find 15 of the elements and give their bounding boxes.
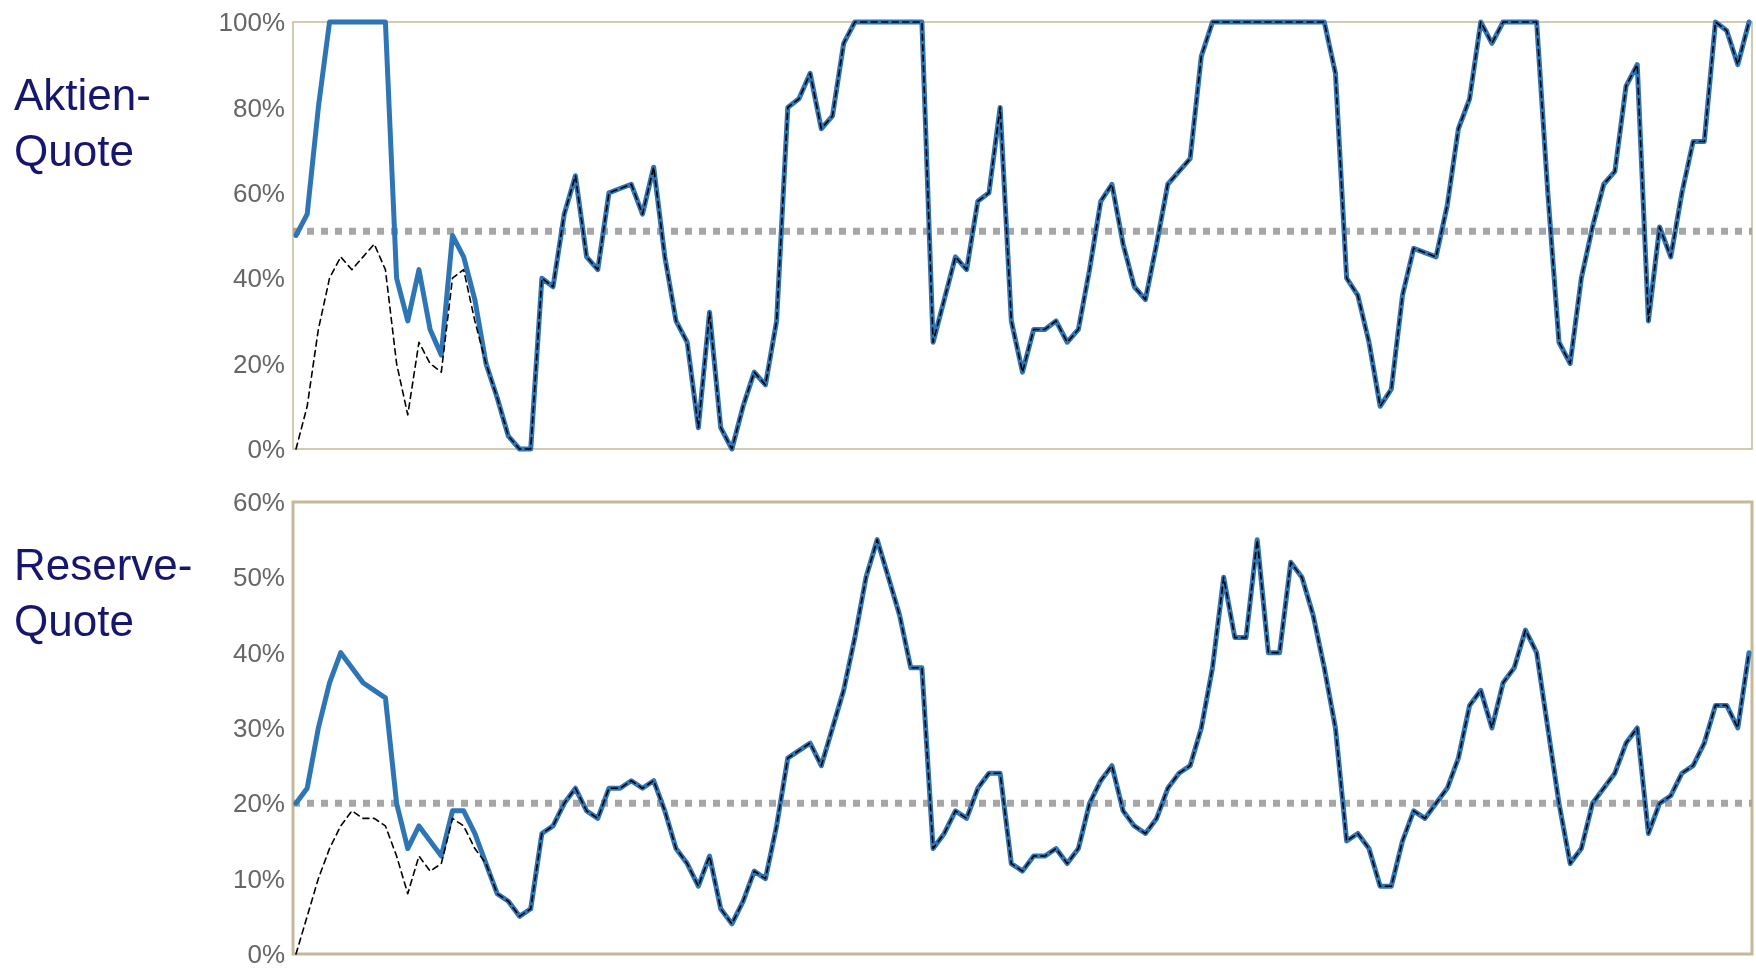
y-tick-label: 40%: [232, 263, 285, 294]
y-axis-title: Reserve-Quote: [14, 540, 193, 645]
y-tick-label: 0%: [247, 939, 285, 968]
y-tick-label: 40%: [232, 637, 285, 668]
y-tick-label: 60%: [232, 177, 285, 208]
y-tick-label: 0%: [247, 434, 285, 465]
y-tick-label: 10%: [232, 863, 285, 894]
y-tick-label: 50%: [232, 562, 285, 593]
y-axis-title: Aktien-Quote: [14, 70, 151, 175]
y-tick-label: 60%: [232, 487, 285, 518]
y-tick-label: 80%: [232, 92, 285, 123]
y-tick-label: 20%: [232, 788, 285, 819]
y-tick-label: 100%: [218, 7, 285, 38]
y-tick-label: 20%: [232, 348, 285, 379]
y-tick-label: 30%: [232, 713, 285, 744]
